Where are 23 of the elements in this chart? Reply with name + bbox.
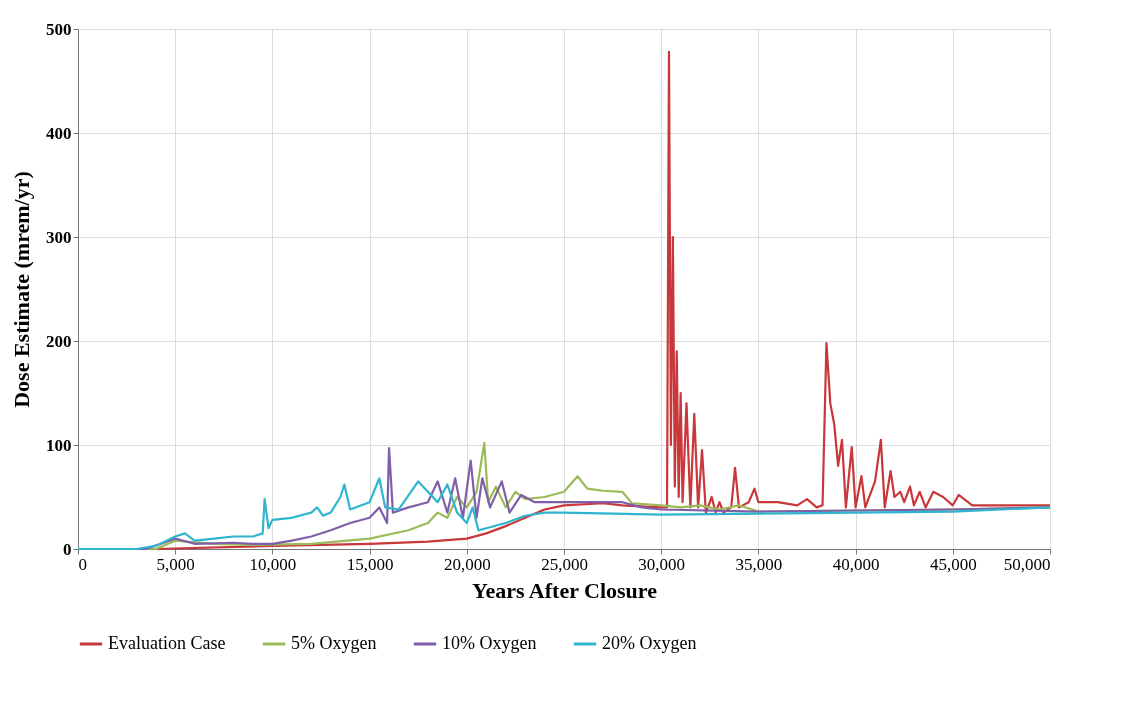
x-tick-label: 15,000 (346, 554, 394, 574)
x-tick-label: 5,000 (156, 554, 195, 574)
x-tick-label: 20,000 (443, 554, 491, 574)
legend-label: 5% Oxygen (291, 633, 377, 653)
y-tick-label: 200 (46, 331, 72, 351)
x-tick-label: 30,000 (638, 554, 686, 574)
legend-label: Evaluation Case (108, 633, 226, 653)
legend-label: 20% Oxygen (602, 633, 697, 653)
x-tick-label: 35,000 (735, 554, 783, 574)
y-tick-label: 400 (46, 123, 72, 143)
x-axis-title: Years After Closure (472, 577, 658, 603)
x-tick-label: 50,000 (1003, 554, 1051, 574)
y-tick-label: 100 (46, 435, 72, 455)
y-tick-label: 500 (46, 19, 72, 39)
x-tick-label: 0 (78, 554, 87, 574)
y-axis-title: Dose Estimate (mrem/yr) (9, 171, 34, 408)
y-tick-label: 0 (63, 539, 72, 559)
x-tick-label: 25,000 (541, 554, 588, 574)
legend-label: 10% Oxygen (442, 633, 537, 653)
x-tick-label: 40,000 (832, 554, 880, 574)
y-tick-label: 300 (46, 227, 72, 247)
x-tick-label: 45,000 (929, 554, 977, 574)
x-tick-label: 10,000 (249, 554, 297, 574)
